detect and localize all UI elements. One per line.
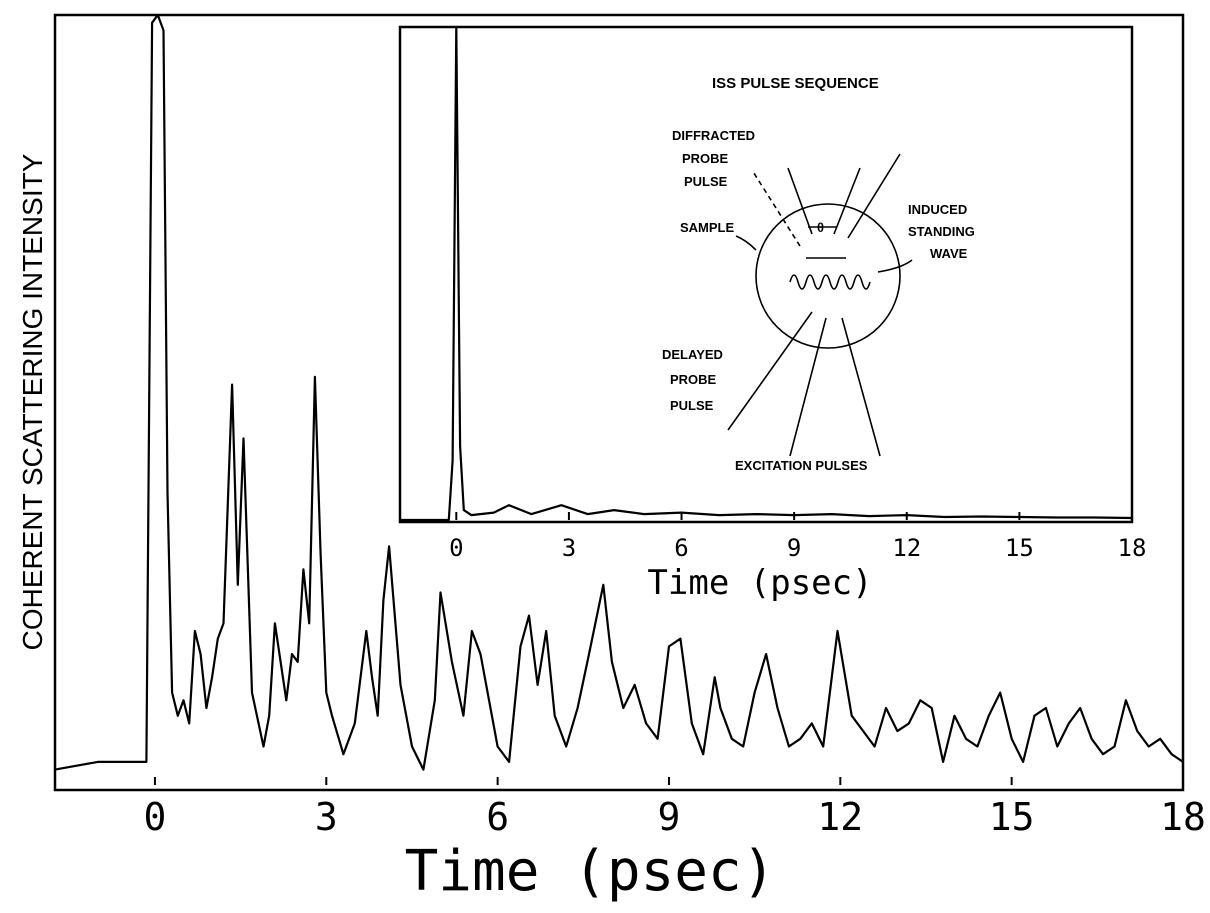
main-tick-label-5: 15 — [989, 795, 1035, 839]
sample-circle — [755, 203, 901, 349]
main-x-ticks: 0 3 6 9 12 15 18 — [144, 777, 1206, 839]
main-tick-label-3: 9 — [658, 795, 681, 839]
inset-tick-label-2: 6 — [674, 534, 688, 562]
label-excitation: EXCITATION PULSES — [735, 458, 868, 473]
label-induced-3: WAVE — [930, 246, 968, 261]
label-delayed-1: DELAYED — [662, 347, 723, 362]
label-diffracted-2: PROBE — [682, 151, 729, 166]
inset-tick-label-0: 0 — [449, 534, 463, 562]
inset-plot-frame — [398, 25, 1134, 524]
inset-x-axis-label: Time (psec) — [647, 563, 872, 603]
main-tick-label-0: 0 — [144, 795, 167, 839]
inset-series-line-0 — [400, 25, 1133, 522]
main-plot-frame — [53, 13, 1185, 792]
label-induced-1: INDUCED — [908, 202, 967, 217]
main-tick-label-1: 3 — [315, 795, 338, 839]
label-delayed-2: PROBE — [670, 372, 717, 387]
excitation-arrow-2 — [841, 317, 881, 457]
iss-diagram: ISS PULSE SEQUENCE θ DIFFRACTED PROBE PU… — [662, 75, 975, 473]
main-tick-label-4: 12 — [817, 795, 863, 839]
out-arrow-1 — [787, 167, 813, 235]
main-x-axis-label: Time (psec) — [405, 839, 776, 904]
inset-tick-label-1: 3 — [562, 534, 576, 562]
label-induced-2: STANDING — [908, 224, 975, 239]
main-y-axis-label: COHERENT SCATTERING INTENSITY — [17, 153, 48, 650]
diagram-title: ISS PULSE SEQUENCE — [712, 75, 879, 92]
standing-wave — [789, 274, 871, 290]
main-tick-label-2: 6 — [486, 795, 509, 839]
main-chart: COHERENT SCATTERING INTENSITY 0 3 6 9 12 15 18… — [17, 13, 1206, 904]
label-sample: SAMPLE — [680, 220, 735, 235]
excitation-arrow-1 — [789, 317, 827, 457]
label-diffracted-1: DIFFRACTED — [672, 128, 755, 143]
label-diffracted-3: PULSE — [684, 174, 728, 189]
diffracted-dashed — [751, 169, 801, 247]
sample-pointer — [735, 235, 757, 251]
out-arrow-3 — [847, 153, 901, 239]
label-delayed-3: PULSE — [670, 398, 714, 413]
delayed-probe-arrow — [727, 311, 813, 431]
inset-x-ticks: 0 3 6 9 12 15 18 — [449, 512, 1146, 562]
main-series-group — [54, 13, 1184, 771]
inset-series-group — [400, 25, 1133, 522]
inset-tick-label-6: 18 — [1118, 534, 1147, 562]
main-tick-label-6: 18 — [1160, 795, 1206, 839]
inset-tick-label-5: 15 — [1005, 534, 1034, 562]
inset-tick-label-4: 12 — [892, 534, 921, 562]
induced-pointer — [877, 259, 913, 273]
out-arrow-2 — [833, 167, 861, 235]
inset-chart: 0 3 6 9 12 15 18 Time (psec) ISS PULSE SEQUENC… — [398, 25, 1146, 603]
inset-tick-label-3: 9 — [787, 534, 801, 562]
main-series-line-0 — [54, 13, 1184, 771]
